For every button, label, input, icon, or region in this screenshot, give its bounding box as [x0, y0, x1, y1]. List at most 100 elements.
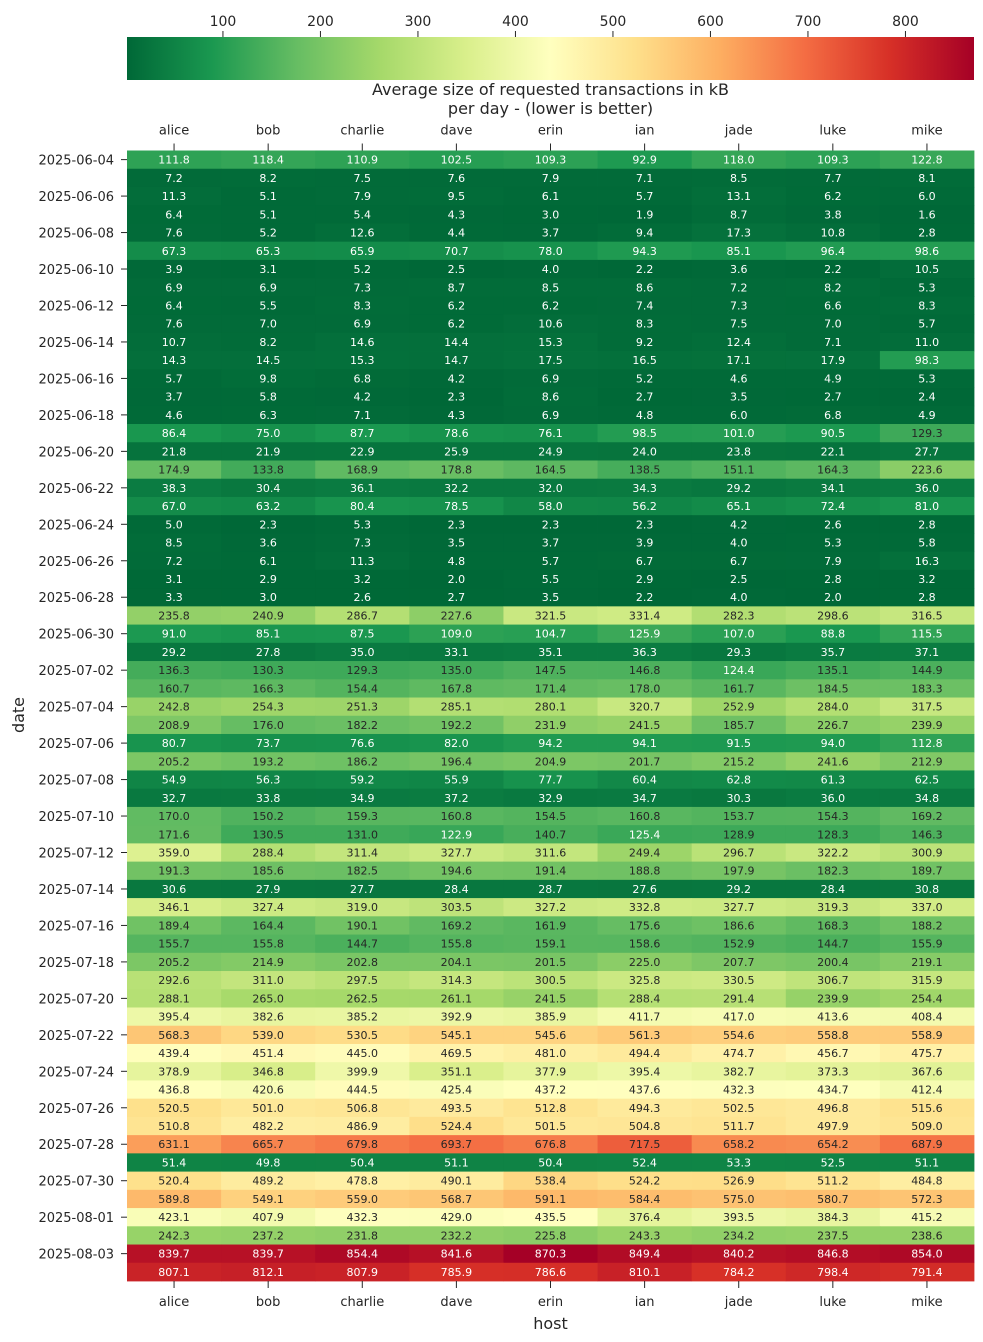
cell-value-label: 7.6 [165, 318, 183, 331]
heatmap-cell [221, 186, 316, 206]
cell-value-label: 235.8 [158, 609, 190, 622]
cell-value-label: 8.6 [636, 281, 654, 294]
heatmap-cell [127, 442, 222, 461]
heatmap-cell [503, 770, 598, 790]
cell-value-label: 568.3 [158, 1029, 190, 1042]
heatmap-cell [503, 332, 598, 352]
heatmap-cell [785, 405, 881, 425]
cell-value-label: 2.2 [636, 591, 654, 604]
heatmap-cell [127, 296, 222, 316]
cell-value-label: 98.5 [632, 427, 657, 440]
y-tick-label: 2025-07-26 [38, 1102, 114, 1117]
heatmap-cell [597, 661, 693, 680]
cell-value-label: 17.1 [726, 354, 751, 367]
cell-value-label: 332.8 [629, 901, 661, 914]
cell-value-label: 168.3 [817, 919, 849, 932]
cell-value-label: 188.2 [911, 919, 943, 932]
cell-value-label: 65.1 [726, 500, 751, 513]
cell-value-label: 24.9 [538, 445, 563, 458]
cell-value-label: 2.8 [918, 227, 936, 240]
heatmap-cell [785, 1171, 881, 1191]
cell-value-label: 32.2 [444, 482, 469, 495]
heatmap-cell [785, 934, 881, 954]
cell-value-label: 14.3 [162, 354, 187, 367]
cell-value-label: 5.2 [636, 372, 654, 385]
cell-value-label: 77.7 [538, 774, 563, 787]
heatmap-cell [315, 424, 410, 443]
cell-value-label: 7.5 [730, 318, 748, 331]
cell-value-label: 4.2 [354, 391, 372, 404]
y-tick-label: 2025-07-16 [38, 919, 114, 934]
x-tick-label-bottom: charlie [340, 1295, 384, 1310]
cell-value-label: 238.6 [911, 1229, 943, 1242]
heatmap-cell [879, 551, 975, 571]
cell-value-label: 2.7 [824, 391, 842, 404]
heatmap-cell [409, 715, 504, 735]
heatmap-cell [127, 1262, 222, 1282]
heatmap-cell [409, 496, 504, 516]
heatmap-cell [127, 569, 222, 589]
cell-value-label: 4.2 [730, 518, 748, 531]
cell-value-label: 9.5 [448, 190, 466, 203]
heatmap-cell [503, 551, 598, 571]
cell-value-label: 395.4 [158, 1011, 190, 1024]
cell-value-label: 76.1 [538, 427, 563, 440]
heatmap-cell [221, 351, 316, 370]
heatmap-cell [221, 788, 316, 808]
heatmap-cell [503, 442, 598, 461]
heatmap-cell [409, 387, 504, 407]
cell-value-label: 5.3 [354, 518, 372, 531]
heatmap-cell [409, 278, 504, 297]
heatmap-cell [879, 259, 975, 279]
heatmap-cell [879, 770, 975, 790]
cell-value-label: 86.4 [162, 427, 187, 440]
heatmap-cell [127, 314, 222, 334]
cell-value-label: 297.5 [347, 974, 379, 987]
cell-value-label: 493.5 [441, 1102, 473, 1115]
cell-value-label: 631.1 [158, 1138, 190, 1151]
cell-value-label: 5.1 [259, 190, 277, 203]
cell-value-label: 32.7 [162, 792, 187, 805]
y-tick-label: 2025-06-24 [38, 518, 114, 533]
cell-value-label: 150.2 [252, 810, 284, 823]
heatmap-cell [315, 1116, 410, 1136]
cell-value-label: 3.7 [542, 227, 560, 240]
heatmap-cell [315, 843, 410, 863]
cell-value-label: 520.4 [158, 1175, 190, 1188]
heatmap-cell [315, 442, 410, 461]
cell-value-label: 112.8 [911, 737, 943, 750]
heatmap-cell [691, 588, 787, 607]
cell-value-label: 35.7 [821, 646, 846, 659]
y-tick-label: 2025-06-14 [38, 336, 114, 351]
heatmap-cell [221, 150, 316, 170]
x-tick-label-bottom: erin [538, 1295, 563, 1310]
colorbar-gradient [127, 37, 974, 80]
cell-value-label: 486.9 [347, 1120, 379, 1133]
heatmap-cell [785, 478, 881, 498]
heatmap-cell [691, 952, 787, 972]
cell-value-label: 3.2 [354, 573, 372, 586]
cell-value-label: 373.3 [817, 1065, 849, 1078]
heatmap-cell [879, 369, 975, 388]
heatmap-cell [785, 642, 881, 662]
heatmap-cell [221, 1208, 316, 1227]
cell-value-label: 193.2 [252, 755, 284, 768]
cell-value-label: 331.4 [629, 609, 661, 622]
cell-value-label: 34.9 [350, 792, 375, 805]
cell-value-label: 51.1 [444, 1156, 469, 1169]
heatmap-cell [597, 1171, 693, 1191]
heatmap-cell [597, 241, 693, 261]
cell-value-label: 205.2 [158, 956, 190, 969]
cell-value-label: 214.9 [252, 956, 284, 969]
heatmap-cell [691, 186, 787, 206]
cell-value-label: 215.2 [723, 755, 755, 768]
colorbar-tick-label: 600 [697, 14, 724, 30]
cell-value-label: 130.3 [252, 664, 284, 677]
heatmap-cell [127, 843, 222, 863]
heatmap-cell [409, 478, 504, 498]
heatmap-cell [597, 332, 693, 352]
heatmap-cell [127, 806, 222, 826]
heatmap-cell [691, 1025, 787, 1045]
heatmap-cell [597, 405, 693, 425]
heatmap-cell [221, 1262, 316, 1282]
